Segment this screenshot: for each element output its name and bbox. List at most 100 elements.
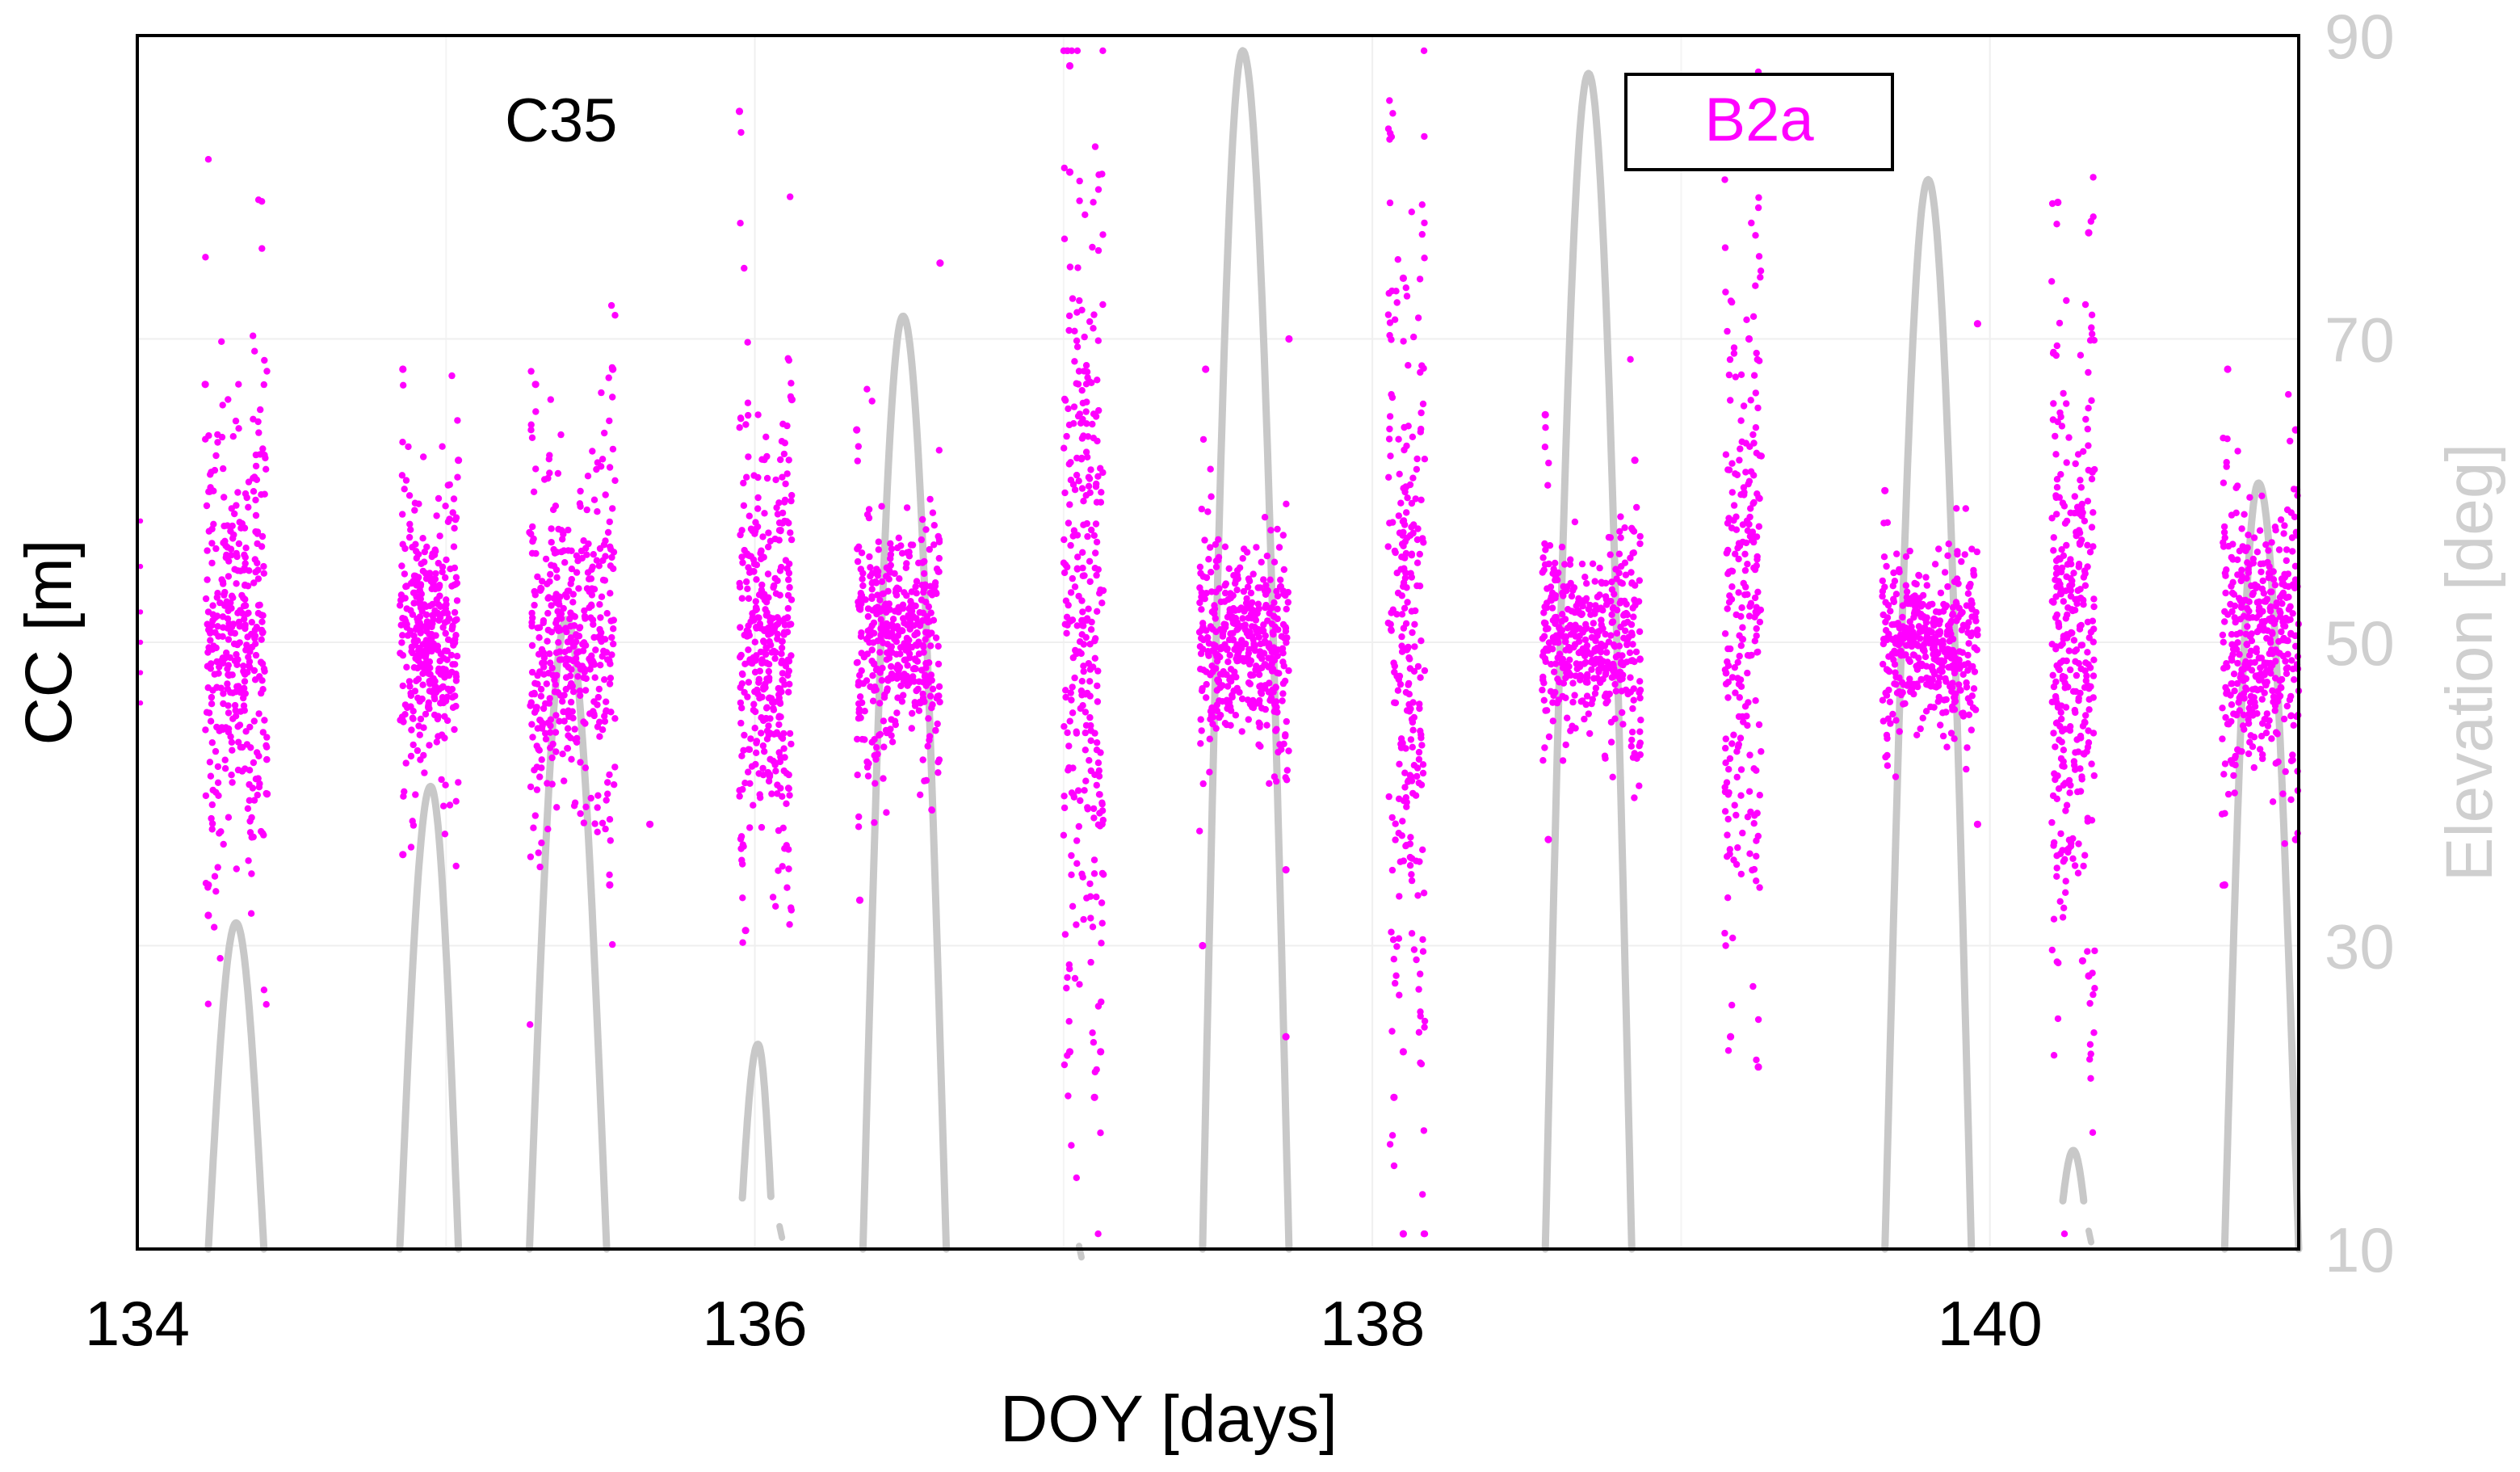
cc-point — [1539, 673, 1547, 681]
cc-point — [1605, 533, 1613, 541]
cc-point — [1628, 736, 1636, 744]
cc-point — [2059, 640, 2066, 648]
cc-point — [785, 658, 793, 665]
cc-point — [1083, 894, 1090, 902]
cc-point — [573, 631, 580, 638]
cc-point — [1086, 678, 1094, 685]
cc-point — [1093, 538, 1101, 546]
cc-point — [761, 456, 768, 464]
cc-point — [2281, 522, 2288, 529]
cc-point — [1403, 841, 1410, 849]
cc-point — [1082, 362, 1090, 369]
cc-point — [1094, 698, 1102, 705]
cc-point — [1956, 686, 1964, 693]
cc-point — [2221, 760, 2229, 768]
cc-outlier-point — [1973, 320, 1981, 328]
cc-point — [892, 638, 901, 646]
cc-point — [255, 429, 262, 436]
cc-point — [2262, 716, 2270, 723]
cc-point — [1939, 732, 1947, 740]
cc-point — [1196, 827, 1203, 835]
cc-point — [1213, 707, 1221, 715]
cc-point — [1408, 608, 1416, 615]
cc-point — [1272, 698, 1280, 705]
cc-point — [233, 551, 240, 559]
cc-point — [2233, 679, 2241, 688]
cc-point — [1086, 641, 1094, 648]
cc-point — [1883, 634, 1891, 642]
cc-point — [1074, 264, 1082, 271]
cc-point — [1388, 1132, 1396, 1139]
cc-point — [603, 610, 611, 617]
cc-point — [574, 673, 582, 680]
cc-point — [205, 528, 212, 535]
cc-point — [2066, 582, 2073, 590]
cc-point — [935, 683, 943, 690]
cc-point — [607, 837, 614, 844]
cc-point — [594, 508, 601, 515]
cc-point — [1550, 692, 1557, 700]
cc-point — [258, 636, 265, 643]
cc-point — [225, 396, 232, 403]
cc-point — [1722, 744, 1729, 752]
cc-point — [1922, 637, 1930, 645]
cc-point — [2077, 477, 2084, 484]
cc-point — [2065, 434, 2073, 441]
cc-point — [252, 776, 260, 783]
cc-point — [1541, 540, 1548, 548]
cc-point — [2049, 671, 2056, 679]
cc-point — [1880, 640, 1888, 648]
cc-point — [1419, 400, 1427, 408]
cc-point — [594, 792, 602, 799]
cc-point — [2085, 727, 2092, 734]
cc-point — [1899, 613, 1906, 621]
cc-point — [765, 661, 773, 668]
cc-point — [1418, 425, 1425, 433]
cc-point — [577, 759, 584, 766]
cc-point — [746, 552, 753, 559]
cc-point — [787, 529, 794, 536]
cc-point — [1758, 452, 1765, 460]
cc-point — [1540, 696, 1548, 704]
cc-point — [1915, 572, 1923, 579]
cc-point — [1935, 545, 1942, 553]
cc-point — [780, 767, 788, 775]
cc-point — [740, 502, 748, 509]
cc-point — [1073, 565, 1082, 572]
cc-point — [428, 553, 435, 561]
cc-point — [2062, 889, 2069, 897]
cc-outlier-point — [1199, 941, 1207, 950]
cc-point — [1067, 589, 1075, 596]
cc-point — [1402, 284, 1410, 292]
cc-point — [2251, 581, 2259, 588]
cc-point — [782, 480, 789, 488]
cc-point — [1569, 679, 1577, 687]
cc-point — [1562, 638, 1569, 646]
cc-point — [1094, 376, 1101, 384]
cc-point — [1610, 667, 1617, 675]
cc-point — [1282, 624, 1289, 631]
cc-point — [2078, 773, 2085, 780]
cc-outlier-point — [1399, 274, 1407, 282]
cc-point — [1581, 574, 1589, 581]
cc-point — [1386, 319, 1394, 326]
cc-point — [904, 662, 911, 669]
cc-point — [603, 797, 610, 804]
cc-point — [762, 606, 769, 613]
cc-point — [261, 490, 268, 498]
cc-point — [1753, 533, 1761, 540]
cc-point — [207, 637, 214, 644]
cc-point — [1214, 676, 1221, 683]
cc-point — [1586, 730, 1594, 738]
cc-point — [1073, 343, 1082, 351]
cc-point — [905, 645, 913, 653]
cc-point — [1922, 662, 1930, 670]
cc-point — [759, 742, 767, 750]
cc-point — [1416, 700, 1423, 708]
cc-point — [2271, 702, 2279, 709]
cc-point — [1420, 890, 1428, 897]
cc-point — [1578, 560, 1586, 568]
cc-point — [1262, 705, 1270, 713]
cc-point — [553, 804, 561, 811]
cc-point — [1394, 589, 1402, 597]
